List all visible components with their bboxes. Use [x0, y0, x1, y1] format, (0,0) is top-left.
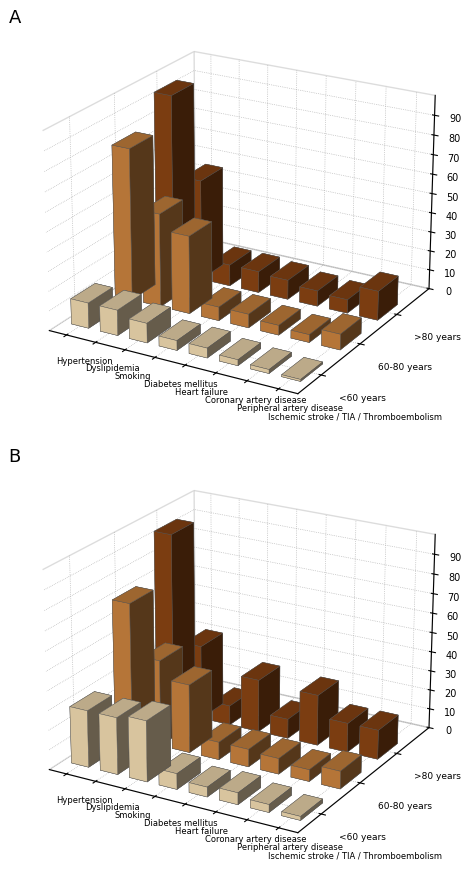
Text: A: A [9, 9, 21, 27]
Text: B: B [9, 447, 21, 466]
